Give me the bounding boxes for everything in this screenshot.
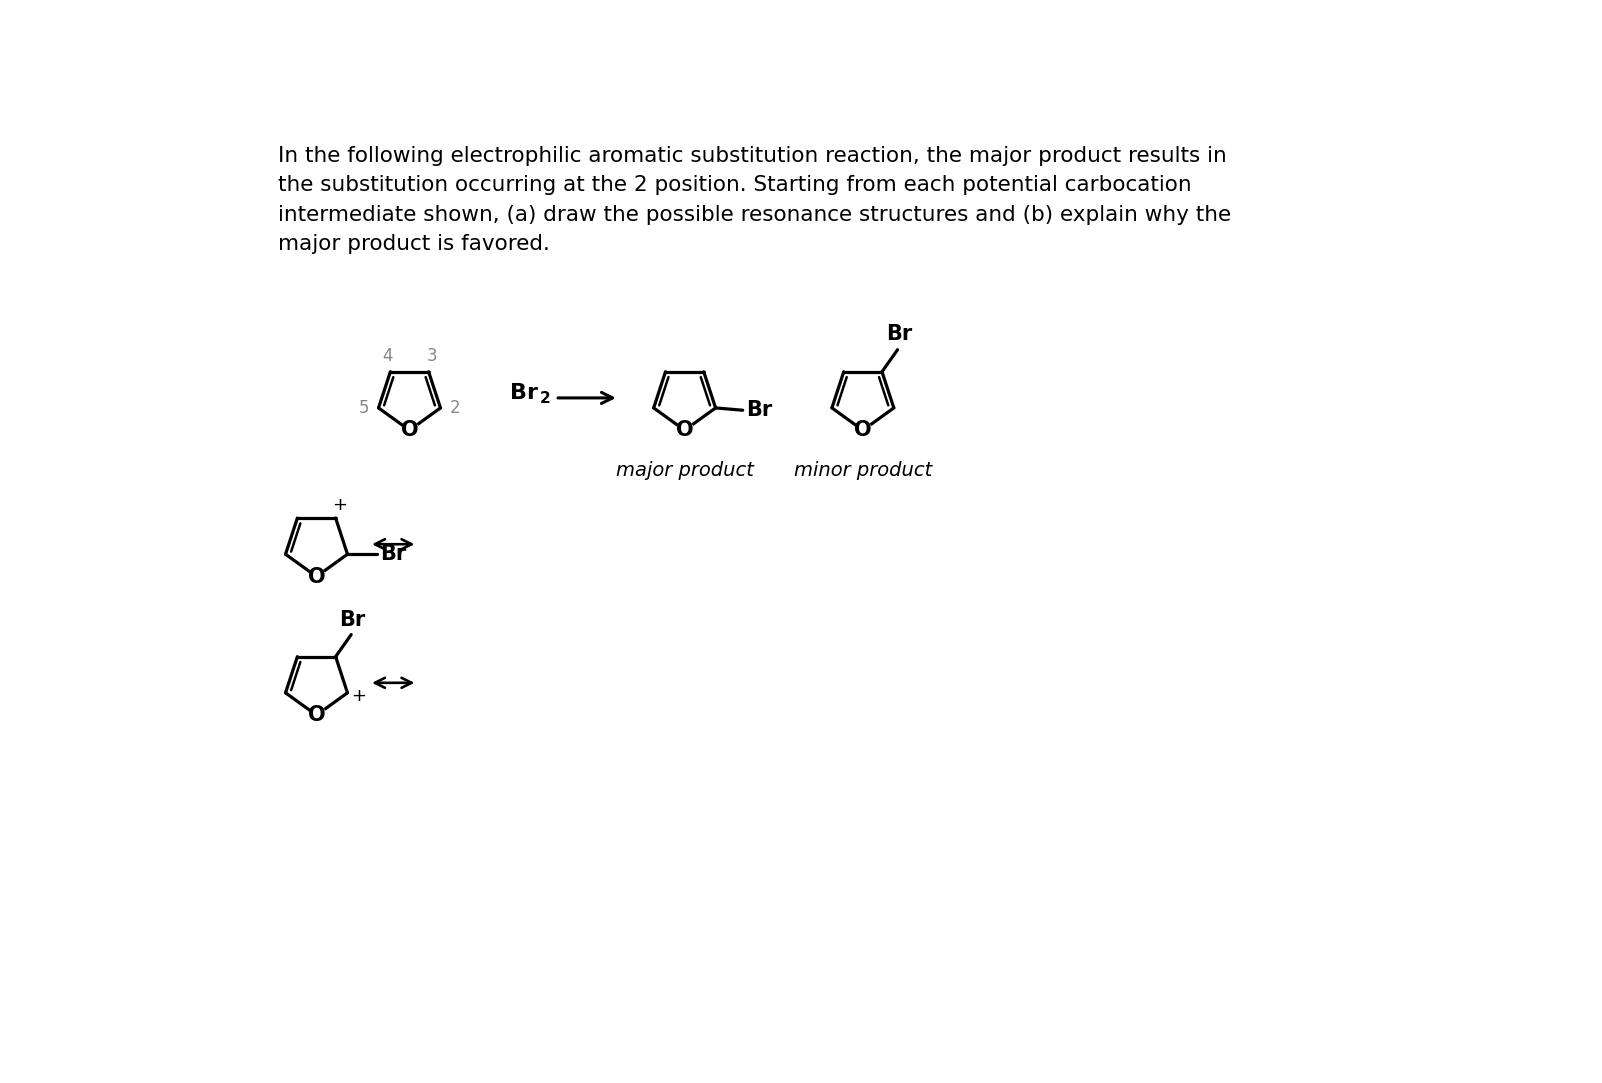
Text: Br: Br: [380, 545, 407, 564]
Text: O: O: [854, 420, 871, 441]
Text: O: O: [308, 705, 325, 726]
Text: the substitution occurring at the 2 position. Starting from each potential carbo: the substitution occurring at the 2 posi…: [277, 175, 1192, 195]
Text: In the following electrophilic aromatic substitution reaction, the major product: In the following electrophilic aromatic …: [277, 146, 1227, 166]
Text: O: O: [308, 566, 325, 587]
Text: +: +: [332, 496, 348, 514]
Text: O: O: [400, 420, 418, 441]
Text: 2: 2: [540, 391, 551, 406]
Text: +: +: [351, 687, 367, 705]
Text: minor product: minor product: [793, 461, 932, 480]
Text: 2: 2: [450, 399, 460, 417]
Text: major product: major product: [615, 461, 753, 480]
Text: 5: 5: [359, 399, 368, 417]
Text: Br: Br: [747, 401, 772, 420]
Text: 4: 4: [381, 348, 392, 365]
Text: Br: Br: [886, 324, 912, 344]
Text: intermediate shown, (a) draw the possible resonance structures and (b) explain w: intermediate shown, (a) draw the possibl…: [277, 205, 1230, 224]
Text: Br: Br: [340, 610, 365, 630]
Text: Br: Br: [511, 382, 538, 403]
Text: major product is favored.: major product is favored.: [277, 234, 549, 253]
Text: O: O: [676, 420, 694, 441]
Text: 3: 3: [426, 348, 437, 365]
